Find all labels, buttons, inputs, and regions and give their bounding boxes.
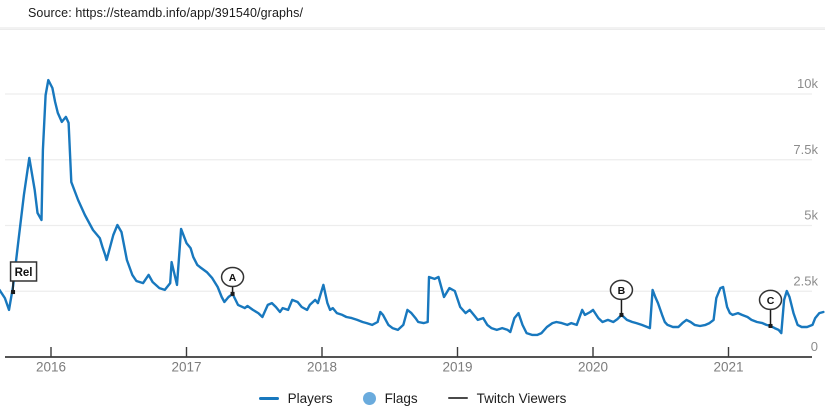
players-line-swatch-icon	[258, 396, 279, 400]
legend-label-flags: Flags	[384, 390, 418, 406]
marker-rel-box	[9, 261, 38, 282]
x-tick-label: 2018	[307, 360, 337, 375]
players-line	[0, 78, 825, 337]
marker-b-label: B	[618, 285, 626, 297]
x-tick-label: 2016	[36, 360, 66, 375]
legend-label-twitch-viewers: Twitch Viewers	[476, 390, 567, 406]
y-tick-label: 0	[811, 339, 818, 354]
marker-a-point	[230, 291, 235, 296]
marker-c-point	[768, 323, 773, 328]
legend-item-flags[interactable]: Flags	[362, 390, 418, 406]
source-text: Source: https://steamdb.info/app/391540/…	[28, 6, 304, 20]
y-tick-label: 5k	[804, 208, 818, 223]
header-divider	[0, 27, 825, 30]
marker-a-label: A	[229, 272, 237, 284]
legend-label-players: Players	[287, 390, 333, 406]
marker-a-circle	[220, 266, 245, 288]
twitch-line-swatch-icon	[447, 396, 468, 400]
marker-b-point	[619, 312, 624, 317]
marker-b-circle	[609, 279, 634, 301]
marker-c-label: C	[767, 295, 775, 307]
x-tick-label: 2017	[171, 360, 201, 375]
legend-item-twitch-viewers[interactable]: Twitch Viewers	[447, 390, 567, 406]
y-tick-label: 2.5k	[793, 273, 818, 288]
marker-c-circle	[758, 289, 783, 311]
x-tick-label: 2020	[578, 360, 608, 375]
legend-item-players[interactable]: Players	[258, 390, 333, 406]
marker-rel-label: Rel	[15, 267, 33, 279]
x-tick-label: 2021	[713, 360, 743, 375]
chart-legend: Players Flags Twitch Viewers	[0, 386, 825, 410]
y-tick-label: 7.5k	[793, 142, 818, 157]
marker-rel-point	[11, 290, 16, 295]
x-tick-label: 2019	[442, 360, 472, 375]
flags-dot-icon	[362, 391, 376, 405]
y-tick-label: 10k	[797, 76, 818, 91]
